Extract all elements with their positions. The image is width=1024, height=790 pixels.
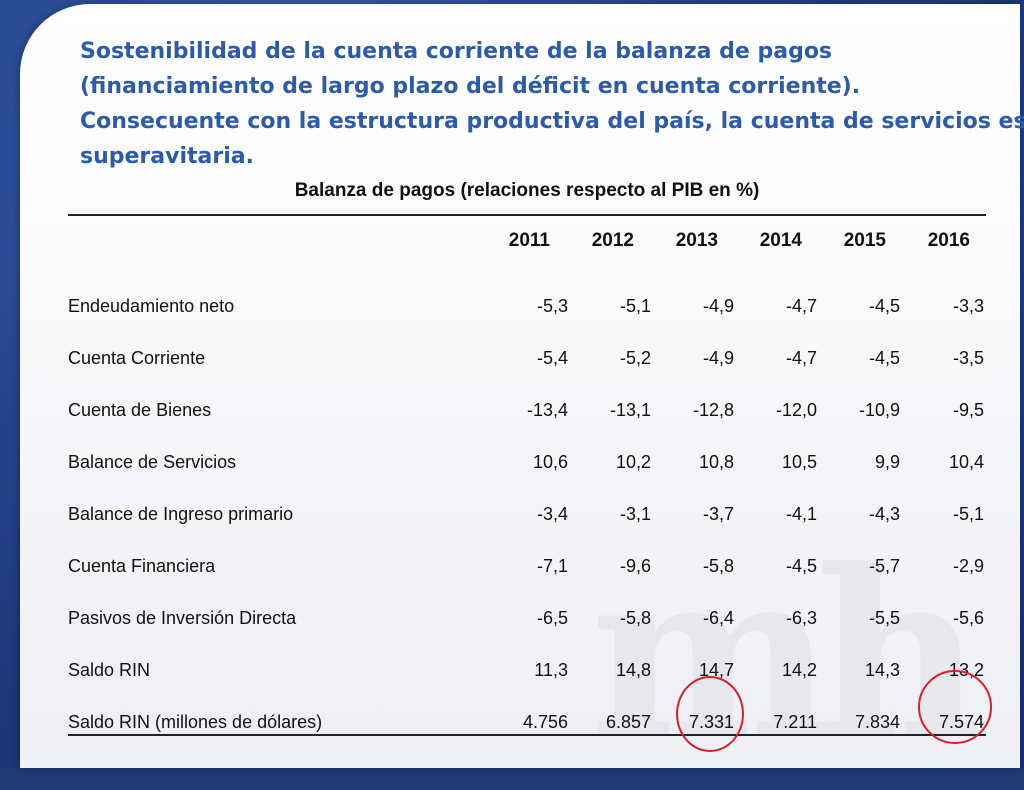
year-header: 2013 (675, 230, 718, 251)
year-header: 2011 (508, 230, 550, 251)
cell-value: -4,9 (702, 348, 734, 368)
cell-value: -6,4 (702, 608, 734, 628)
cell-value: -7,1 (536, 556, 568, 576)
cell-value: -12,0 (775, 400, 817, 420)
cell-value: 6.857 (605, 712, 651, 732)
cell-value: -3,5 (952, 348, 984, 368)
year-header: 2012 (591, 230, 634, 251)
table-row: Saldo RIN 11,3 14,8 14,7 14,2 14,3 13,2 (68, 660, 986, 690)
cell-value: -4,5 (868, 296, 900, 316)
cell-value: -5,1 (619, 296, 651, 316)
heading-line-4: superavitaria. (80, 144, 254, 169)
cell-value: -5,6 (952, 608, 984, 628)
cell-value: 4.756 (522, 712, 568, 732)
cell-value: -13,4 (526, 400, 568, 420)
cell-value: -6,3 (785, 608, 817, 628)
year-header: 2015 (843, 230, 886, 251)
cell-value: -2,9 (952, 556, 984, 576)
table-row: Endeudamiento neto -5,3 -5,1 -4,9 -4,7 -… (68, 296, 986, 326)
cell-value: 14,7 (698, 660, 734, 680)
row-label: Cuenta Corriente (68, 348, 206, 368)
heading-line-2: (financiamiento de largo plazo del défic… (80, 74, 861, 99)
highlight-circle-2013 (676, 676, 744, 752)
table-top-rule (68, 214, 986, 216)
row-label: Saldo RIN (68, 660, 151, 680)
table-row: Balance de Servicios 10,6 10,2 10,8 10,5… (68, 452, 986, 482)
cell-value: -10,9 (858, 400, 900, 420)
cell-value: 11,3 (534, 660, 568, 680)
cell-value: -3,4 (536, 504, 568, 524)
cell-value: -4,1 (785, 504, 817, 524)
cell-value: -4,7 (785, 348, 817, 368)
cell-value: -5,5 (868, 608, 900, 628)
cell-value: -5,4 (536, 348, 568, 368)
table-row: Cuenta de Bienes -13,4 -13,1 -12,8 -12,0… (68, 400, 986, 430)
row-label: Balance de Servicios (68, 452, 237, 472)
cell-value: -4,5 (868, 348, 900, 368)
cell-value: 10,8 (698, 452, 734, 472)
row-label: Cuenta Financiera (68, 556, 216, 576)
row-label: Cuenta de Bienes (68, 400, 212, 420)
table-row: Balance de Ingreso primario -3,4 -3,1 -3… (68, 504, 986, 534)
cell-value: 14,2 (781, 660, 817, 680)
cell-value: 14,3 (864, 660, 900, 680)
cell-value: 10,6 (532, 452, 568, 472)
cell-value: -5,1 (952, 504, 984, 524)
cell-value: 10,5 (781, 452, 817, 472)
cell-value: 10,2 (615, 452, 651, 472)
cell-value: -6,5 (536, 608, 568, 628)
cell-value: 9,9 (874, 452, 900, 472)
heading-line-3: Consecuente con la estructura productiva… (80, 109, 1024, 134)
table-title: Balanza de pagos (relaciones respecto al… (294, 180, 760, 201)
cell-value: -5,3 (536, 296, 568, 316)
row-label: Saldo RIN (millones de dólares) (68, 712, 323, 732)
cell-value: -9,5 (952, 400, 984, 420)
row-label: Balance de Ingreso primario (68, 504, 294, 524)
highlight-circle-2016 (918, 670, 992, 744)
row-label: Endeudamiento neto (68, 296, 235, 316)
table-row: Pasivos de Inversión Directa -6,5 -5,8 -… (68, 608, 986, 638)
cell-value: 10,4 (948, 452, 984, 472)
cell-value: -4,3 (868, 504, 900, 524)
cell-value: -4,9 (702, 296, 734, 316)
cell-value: 7.834 (854, 712, 900, 732)
year-header: 2014 (759, 230, 802, 251)
cell-value: -12,8 (692, 400, 734, 420)
heading-line-1: Sostenibilidad de la cuenta corriente de… (80, 39, 833, 64)
table-row: Saldo RIN (millones de dólares) 4.756 6.… (68, 712, 986, 742)
cell-value: -4,7 (785, 296, 817, 316)
cell-value: -3,1 (619, 504, 651, 524)
cell-value: -5,8 (702, 556, 734, 576)
cell-value: 7.211 (773, 712, 817, 732)
table-row: Cuenta Corriente -5,4 -5,2 -4,9 -4,7 -4,… (68, 348, 986, 378)
cell-value: 14,8 (615, 660, 651, 680)
table-bottom-rule (68, 734, 986, 736)
cell-value: -4,5 (785, 556, 817, 576)
slide-heading: Sostenibilidad de la cuenta corriente de… (80, 34, 1024, 174)
cell-value: -5,8 (619, 608, 651, 628)
cell-value: -5,7 (868, 556, 900, 576)
cell-value: -5,2 (619, 348, 651, 368)
cell-value: -3,7 (702, 504, 734, 524)
row-label: Pasivos de Inversión Directa (68, 608, 297, 628)
cell-value: -13,1 (609, 400, 651, 420)
watermark-logo: mh (590, 520, 983, 790)
year-header: 2016 (927, 230, 970, 251)
cell-value: -3,3 (952, 296, 984, 316)
cell-value: -9,6 (619, 556, 651, 576)
table-row: Cuenta Financiera -7,1 -9,6 -5,8 -4,5 -5… (68, 556, 986, 586)
